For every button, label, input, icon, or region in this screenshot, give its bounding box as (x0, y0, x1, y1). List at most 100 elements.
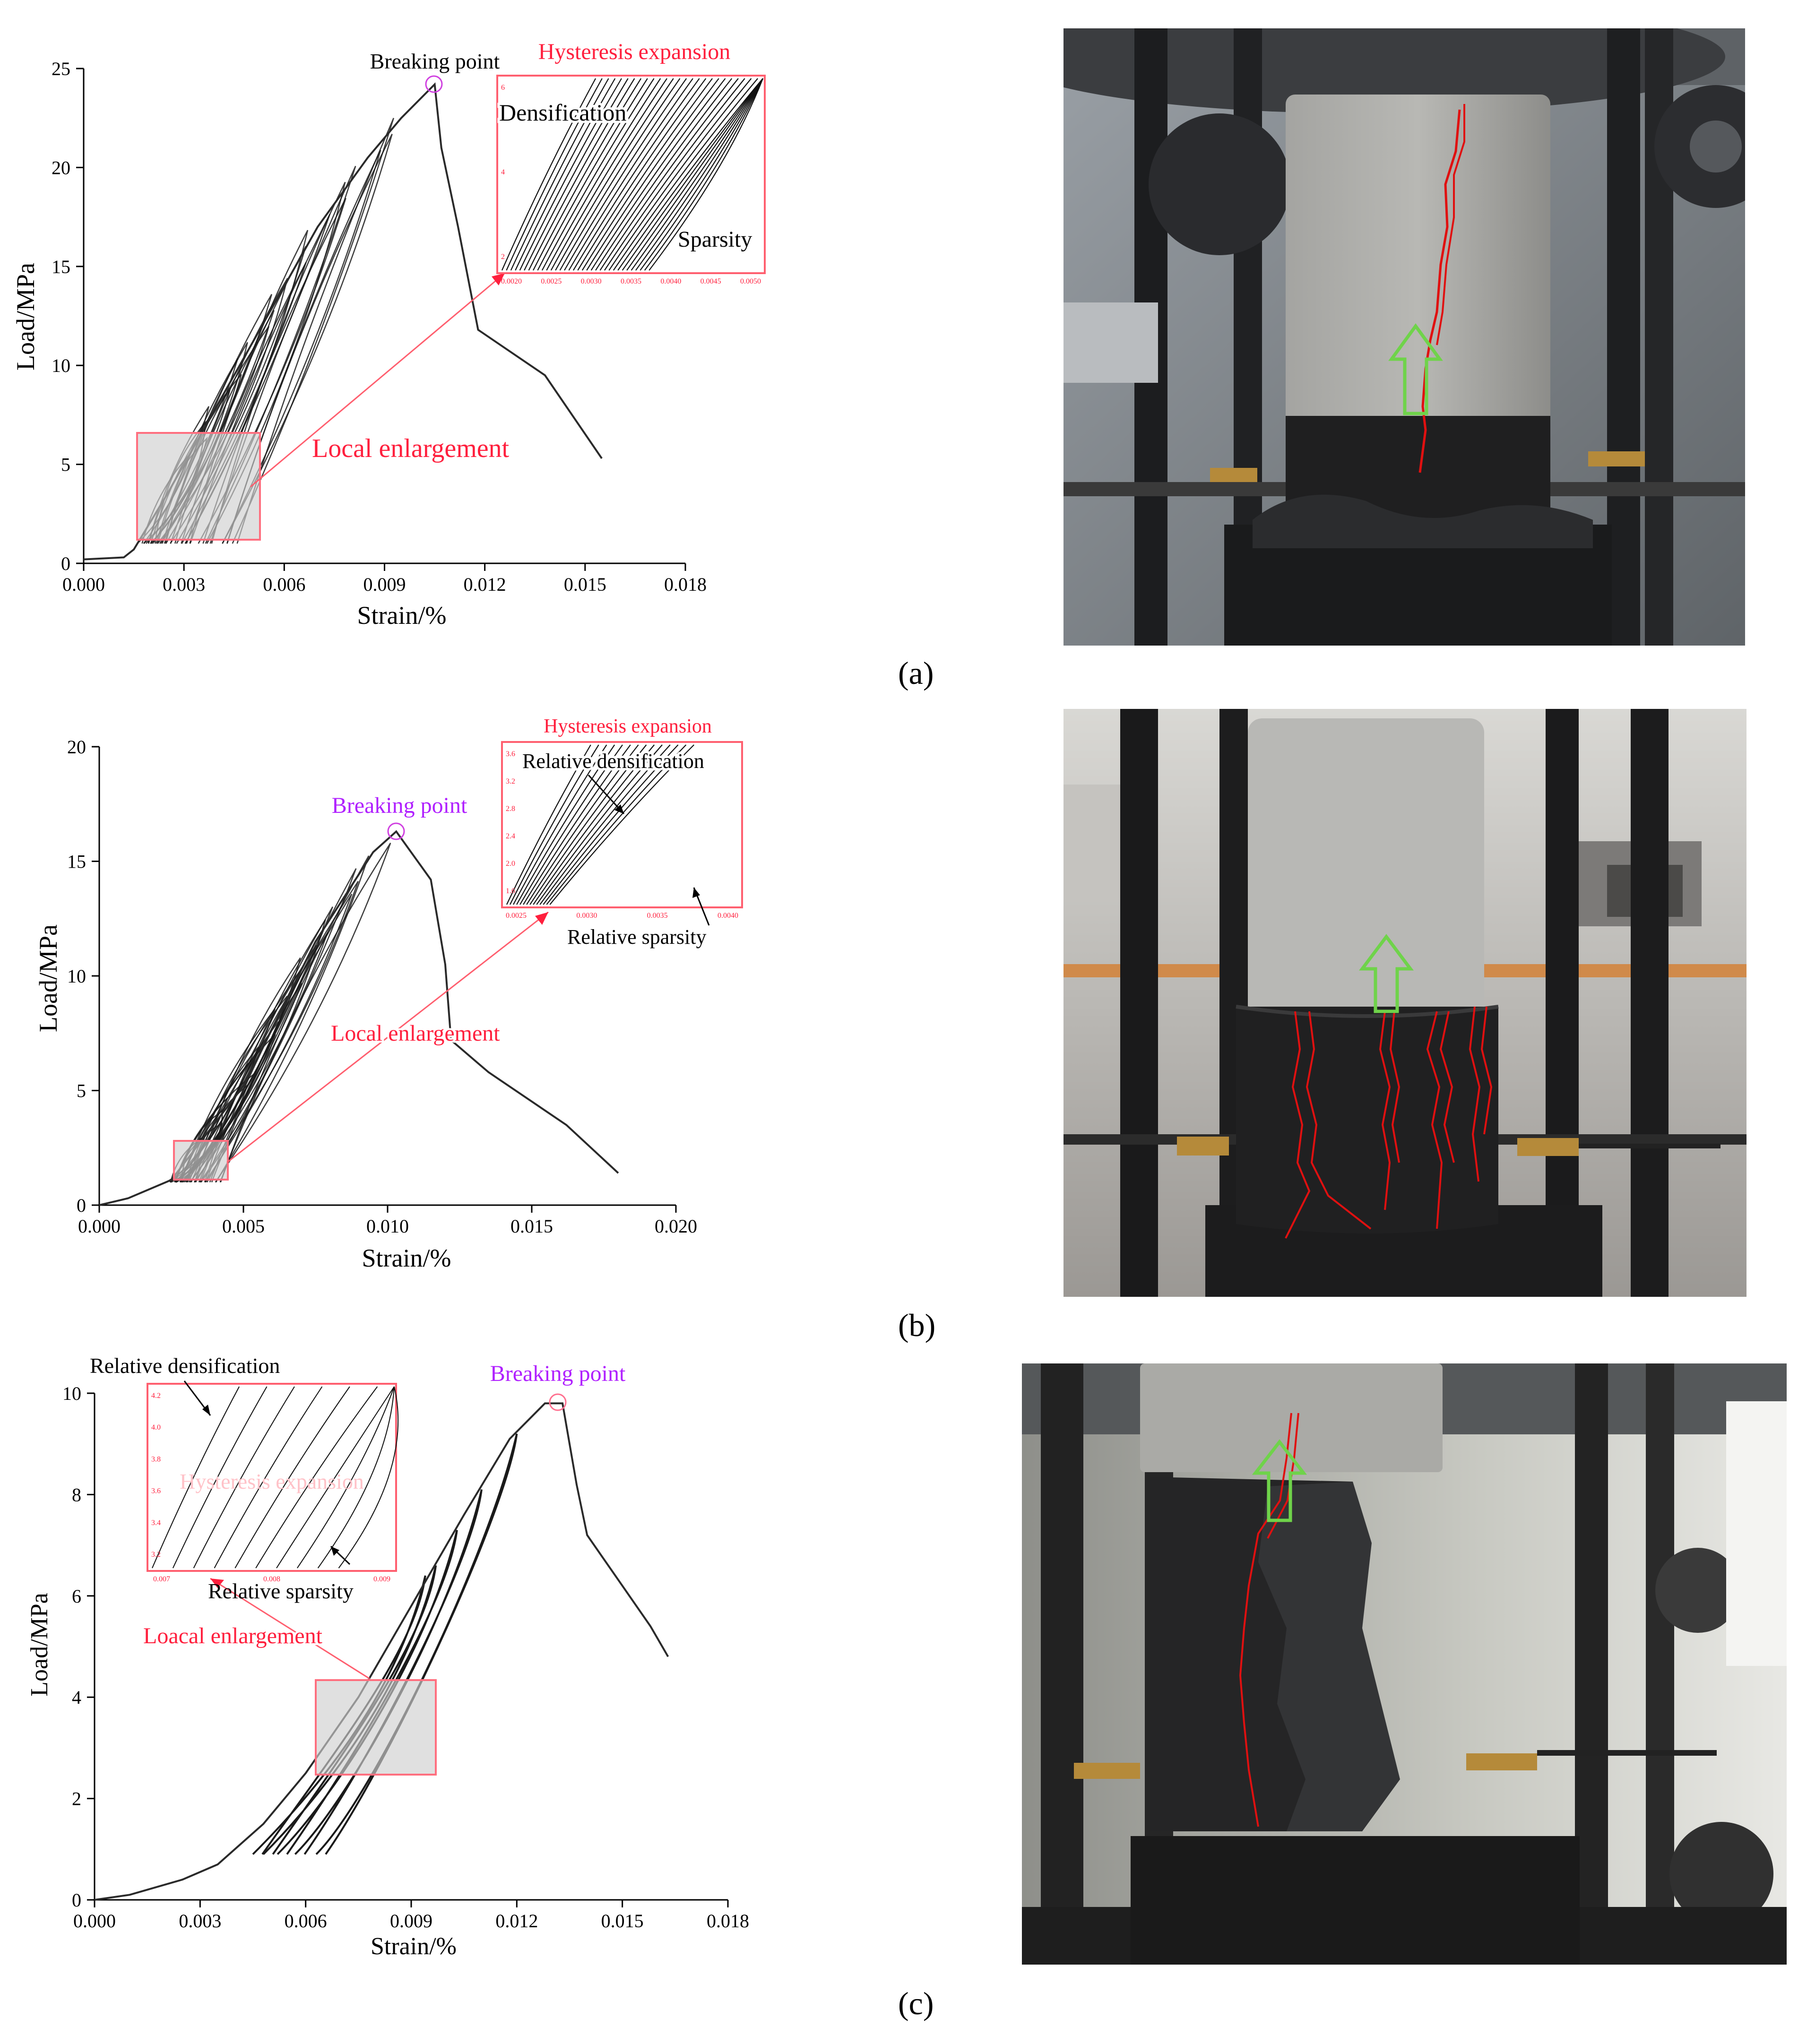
inset-curve (214, 1386, 323, 1569)
inset-curve (297, 1386, 395, 1569)
enlargement-arrowhead-a (492, 273, 505, 285)
y-axis-label: Load/MPa (34, 924, 62, 1032)
specimen-photo-b (1063, 709, 1746, 1297)
chart-c: 0.000 0.003 0.006 0.009 0.012 0.015 0.018 0 2 4 6 8… (26, 1354, 749, 1960)
inset-curve (338, 1386, 399, 1569)
inset-curve (510, 78, 609, 271)
panel-label-b: (b) (898, 1307, 936, 1343)
inset-curve (631, 78, 763, 271)
inset-curve (519, 744, 623, 905)
inset-x-tick-label: 0.0035 (621, 277, 641, 285)
inset-y-tick-label: 4.2 (151, 1392, 161, 1400)
inset-a: Hysteresis expansion 0.0020 0.0025 0.0030 0… (496, 39, 766, 285)
inset-curve (572, 78, 700, 271)
inset-x-tick-label: 0.0030 (576, 912, 597, 920)
inset-lines-a (501, 78, 764, 271)
y-tick-label: 10 (67, 966, 86, 987)
inset-title-b: Hysteresis expansion (544, 716, 712, 737)
inset-y-tick-label: 3.2 (506, 777, 515, 785)
inset-curve (595, 78, 733, 271)
inset-curve (550, 78, 667, 271)
inset-pointer-head-2-b (692, 888, 700, 898)
hysteresis-cycles-b (165, 843, 391, 1183)
inset-curve (546, 744, 687, 905)
inset-curve (543, 744, 679, 905)
inset-curve (613, 78, 758, 271)
specimen-photo-c-art (1022, 1363, 1787, 1965)
hysteresis-cycle (215, 843, 391, 1183)
inset-pointer-head-1-c (202, 1405, 210, 1415)
x-tick-label: 0.005 (222, 1216, 265, 1237)
inset-curve (604, 78, 745, 271)
x-tick-label: 0.006 (285, 1910, 327, 1932)
specimen-photo-c (1022, 1363, 1787, 1965)
y-tick-label: 5 (61, 454, 70, 475)
inset-y-tick-label: 2 (501, 253, 505, 261)
hysteresis-cycle (182, 995, 288, 1183)
breaking-point-marker-a (425, 75, 443, 93)
x-tick-label: 0.015 (601, 1910, 644, 1932)
breaking-point-label-a: Breaking point (370, 49, 500, 73)
inset-y-tick-label: 4.0 (151, 1423, 161, 1432)
inset-note-relative-densification: Relative densification (522, 750, 704, 773)
y-tick-label: 15 (67, 851, 86, 872)
x-tick-label: 0.003 (163, 574, 205, 595)
x-axis-label: Strain/% (371, 1933, 457, 1960)
inset-curve (577, 78, 707, 271)
y-axis-label: Load/MPa (11, 263, 40, 371)
inset-curve (533, 744, 655, 905)
x-tick-label: 0.000 (62, 574, 105, 595)
inset-curve (644, 78, 764, 271)
inset-x-tick-label: 0.0025 (541, 277, 562, 285)
inset-curve (172, 1386, 268, 1569)
envelope-curve (94, 1402, 669, 1901)
inset-curve (648, 78, 764, 271)
inset-x-tick-label: 0.0035 (647, 912, 668, 920)
axes-a: 0.000 0.003 0.006 0.009 0.012 0.015 0.018 0 5 10 1… (11, 58, 707, 630)
breaking-point-marker-b (387, 822, 405, 840)
enlargement-arrow-a (250, 272, 505, 488)
envelope-b (99, 830, 619, 1206)
inset-ticks-b: 0.0025 0.0030 0.0035 0.0040 1.6 2.0 2.4 2.8 3.2 3… (506, 750, 738, 920)
inset-curve (537, 78, 648, 271)
inset-curve (515, 78, 616, 271)
inset-title-c: Hysteresis expansion (180, 1469, 364, 1493)
inset-curve (590, 78, 726, 271)
inset-curve (640, 78, 763, 271)
y-tick-label: 10 (62, 1383, 81, 1404)
x-tick-label: 0.015 (564, 574, 606, 595)
inset-curve (523, 744, 631, 905)
specimen-photo-a-art (1063, 28, 1745, 646)
inset-curve (506, 744, 591, 905)
inset-curve (519, 78, 622, 271)
x-tick-label: 0.018 (707, 1910, 749, 1932)
y-tick-label: 0 (72, 1889, 81, 1911)
inset-x-tick-label: 0.007 (153, 1575, 170, 1583)
inset-curve (608, 78, 752, 271)
inset-curve (528, 78, 635, 271)
inset-ticks-a: 0.0020 0.0025 0.0030 0.0035 0.0040 0.0045 0.00… (501, 84, 761, 285)
inset-curve (539, 744, 671, 905)
inset-y-tick-label: 1.6 (506, 887, 515, 895)
inset-y-tick-label: 3.6 (151, 1487, 161, 1495)
local-enlargement-label-a: Local enlargement (312, 434, 510, 463)
x-tick-label: 0.000 (78, 1216, 121, 1237)
x-tick-label: 0.018 (664, 574, 707, 595)
inset-x-tick-label: 0.008 (263, 1575, 280, 1583)
inset-lines-c (152, 1386, 399, 1569)
inset-curve (541, 78, 655, 271)
inset-note-relative-sparsity: Relative sparsity (567, 925, 707, 949)
axes-c: 0.000 0.003 0.006 0.009 0.012 0.015 0.018 0 2 4 6 8… (26, 1383, 749, 1960)
inset-y-tick-label: 3.6 (506, 750, 515, 758)
inset-curve (317, 1386, 395, 1569)
inset-ticks-c: 0.007 0.008 0.009 3.2 3.4 3.6 3.8 4.0 4.2 (151, 1392, 390, 1583)
inset-curve (276, 1386, 395, 1569)
y-tick-label: 4 (72, 1687, 81, 1708)
inset-y-tick-label: 3.8 (151, 1455, 161, 1463)
breaking-point-label-b: Breaking point (332, 793, 467, 818)
panel-label-c: (c) (898, 1985, 934, 2021)
chart-a: 0.000 0.003 0.006 0.009 0.012 0.015 0.018 0 5 10 1… (11, 39, 766, 630)
inset-note-densification: Densification (499, 99, 626, 126)
x-axis-label: Strain/% (362, 1244, 451, 1272)
inset-b: Hysteresis expansion 0.0025 0.0030 0.0035 0… (501, 716, 743, 949)
